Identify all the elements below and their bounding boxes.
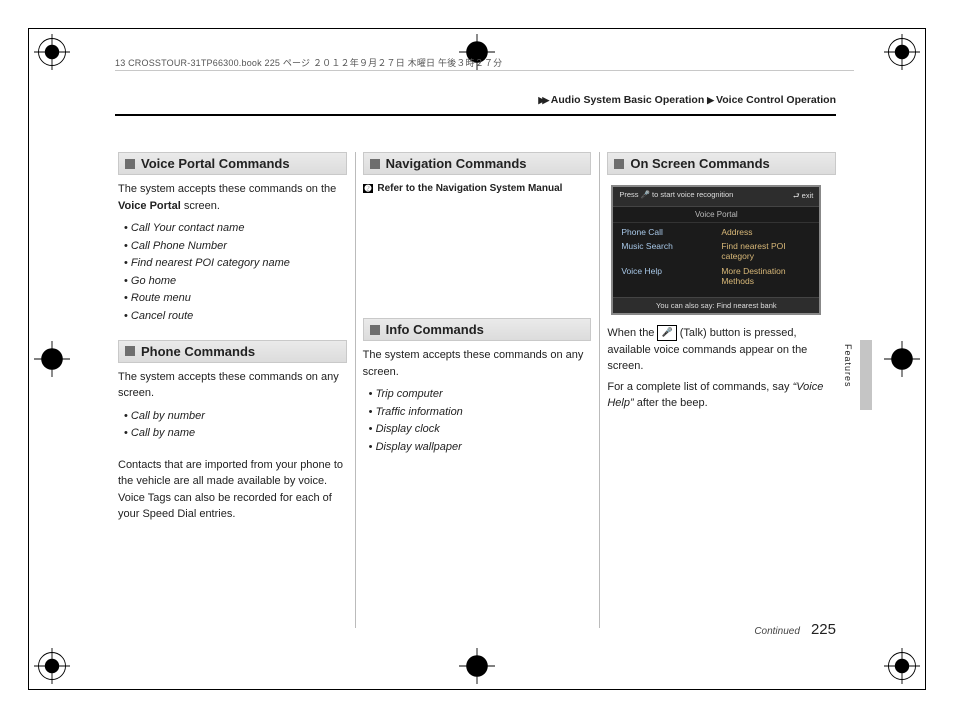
list-item: Traffic information	[369, 404, 592, 422]
crop-mark	[459, 648, 495, 684]
crop-mark	[884, 648, 920, 684]
chevron-icon: ▶▶	[538, 95, 546, 105]
screen-cell: Voice Help	[621, 266, 711, 286]
para-1: When the 🎤 (Talk) button is pressed, ava…	[607, 325, 836, 375]
list-item: Call by name	[124, 425, 347, 443]
crop-mark	[34, 34, 70, 70]
list-item: Display wallpaper	[369, 439, 592, 457]
square-bullet-icon	[125, 159, 135, 169]
screen-cell: Music Search	[621, 241, 711, 261]
screen-hint-right: ⮐ exit	[793, 190, 814, 203]
screen-hint-left: Press 🎤 to start voice recognition	[619, 190, 733, 203]
section-heading: On Screen Commands	[607, 152, 836, 175]
square-bullet-icon	[614, 159, 624, 169]
chevron-icon: ▶	[707, 95, 711, 105]
ref-icon: ➋	[363, 184, 374, 193]
section-heading: Voice Portal Commands	[118, 152, 347, 175]
list-item: Go home	[124, 273, 347, 291]
list-item: Cancel route	[124, 308, 347, 326]
column-2: Navigation Commands ➋ Refer to the Navig…	[363, 152, 592, 628]
list-item: Route menu	[124, 290, 347, 308]
list-item: Call by number	[124, 408, 347, 426]
column-1: Voice Portal Commands The system accepts…	[118, 152, 347, 628]
section-title: Navigation Commands	[386, 156, 527, 171]
crop-mark	[34, 648, 70, 684]
intro-text: The system accepts these commands on any…	[118, 369, 347, 402]
talk-button-icon: 🎤	[657, 325, 676, 341]
side-label: Features	[843, 344, 853, 388]
nav-ref: ➋ Refer to the Navigation System Manual	[363, 183, 592, 194]
screen-footer: You can also say: Find nearest bank	[613, 297, 819, 313]
intro-text: The system accepts these commands on the…	[118, 181, 347, 214]
screen-cell: More Destination Methods	[721, 266, 811, 286]
breadcrumb-rule	[115, 114, 836, 116]
list-item: Call Your contact name	[124, 220, 347, 238]
square-bullet-icon	[370, 325, 380, 335]
section-title: Phone Commands	[141, 344, 255, 359]
note-text: Contacts that are imported from your pho…	[118, 457, 347, 523]
command-list: Call by number Call by name	[124, 408, 347, 443]
list-item: Call Phone Number	[124, 238, 347, 256]
imprint-line: 13 CROSSTOUR-31TP66300.book 225 ページ ２０１２…	[115, 56, 502, 69]
page-footer: Continued 225	[754, 621, 836, 638]
section-heading: Phone Commands	[118, 340, 347, 363]
screen-title: Voice Portal	[613, 207, 819, 223]
side-tab	[860, 340, 872, 410]
breadcrumb-l2: Voice Control Operation	[716, 94, 836, 106]
breadcrumb-l1: Audio System Basic Operation	[551, 94, 704, 106]
list-item: Trip computer	[369, 386, 592, 404]
section-heading: Info Commands	[363, 318, 592, 341]
page-number: 225	[811, 621, 836, 638]
header-rule	[115, 70, 854, 71]
square-bullet-icon	[125, 346, 135, 356]
crop-mark	[34, 341, 70, 377]
section-title: Voice Portal Commands	[141, 156, 290, 171]
command-list: Trip computer Traffic information Displa…	[369, 386, 592, 456]
list-item: Display clock	[369, 421, 592, 439]
screen-cell: Address	[721, 227, 811, 237]
section-heading: Navigation Commands	[363, 152, 592, 175]
column-3: On Screen Commands Press 🎤 to start voic…	[607, 152, 836, 628]
command-list: Call Your contact name Call Phone Number…	[124, 220, 347, 326]
crop-mark	[884, 341, 920, 377]
continued-label: Continued	[754, 626, 800, 637]
section-title: On Screen Commands	[630, 156, 769, 171]
list-item: Find nearest POI category name	[124, 255, 347, 273]
intro-text: The system accepts these commands on any…	[363, 347, 592, 380]
screen-cell: Phone Call	[621, 227, 711, 237]
section-title: Info Commands	[386, 322, 484, 337]
breadcrumb: ▶▶ Audio System Basic Operation ▶ Voice …	[538, 94, 836, 106]
square-bullet-icon	[370, 159, 380, 169]
content-columns: Voice Portal Commands The system accepts…	[118, 152, 836, 628]
voice-portal-screenshot: Press 🎤 to start voice recognition ⮐ exi…	[611, 185, 821, 315]
crop-mark	[884, 34, 920, 70]
screen-cell: Find nearest POI category	[721, 241, 811, 261]
para-2: For a complete list of commands, say “Vo…	[607, 379, 836, 412]
